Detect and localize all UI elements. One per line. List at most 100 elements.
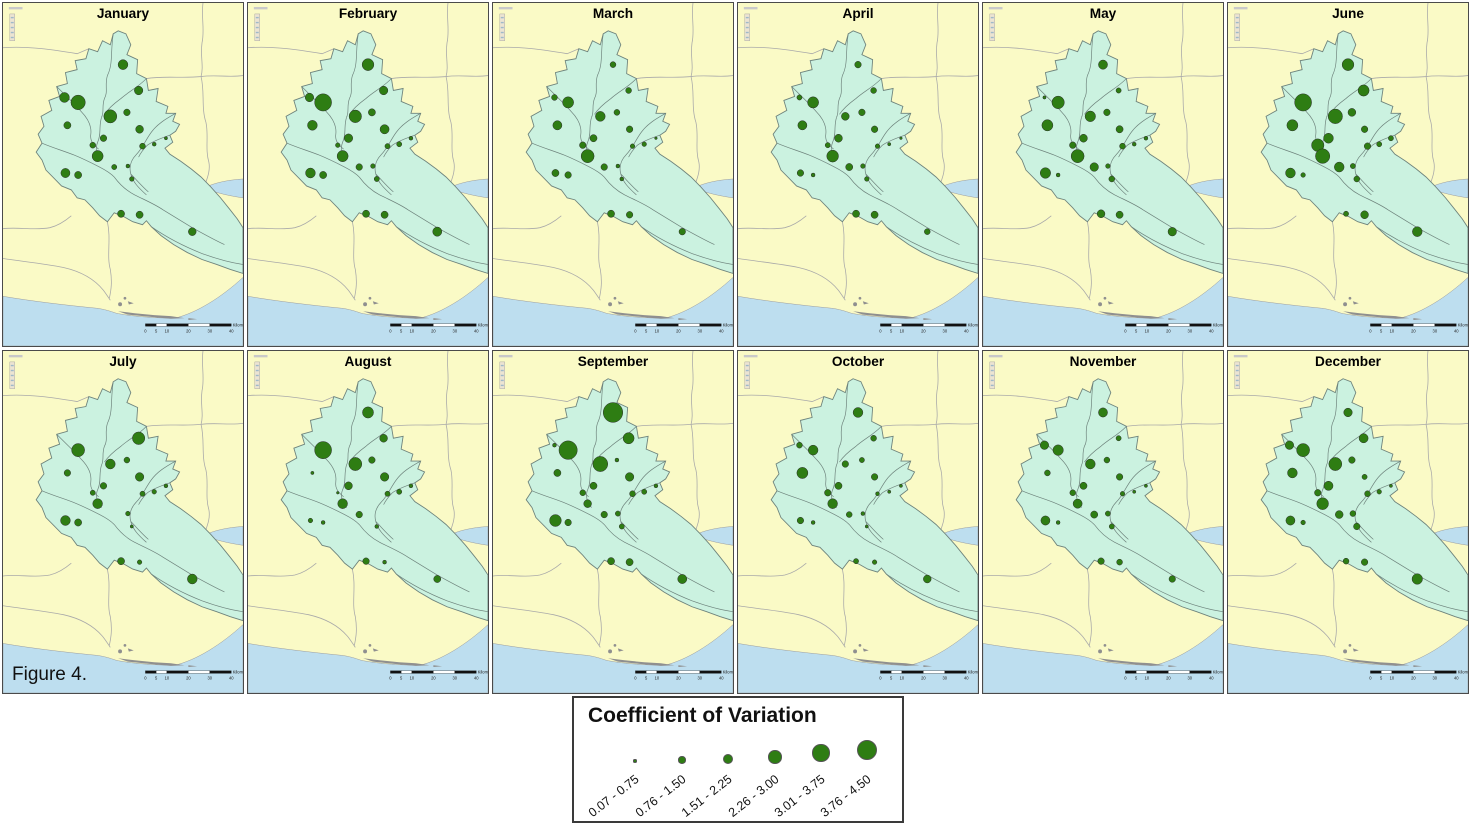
station-symbol	[558, 440, 578, 460]
legend-class-circle	[768, 750, 782, 764]
scalebar-tick: 40	[719, 329, 724, 334]
scalebar-tick: 5	[1380, 329, 1383, 334]
station-symbol	[1347, 108, 1357, 117]
station-symbol	[1116, 558, 1123, 566]
station-symbol	[123, 108, 131, 116]
station-symbol	[319, 171, 327, 179]
station-symbol	[626, 211, 634, 219]
station-symbol	[1116, 473, 1124, 481]
scalebar-tick: 5	[155, 329, 158, 334]
station-symbol	[1314, 489, 1322, 497]
station-symbol	[125, 510, 131, 517]
map-panel-april: 0 5 10 20 30 40Kilometers April	[737, 2, 979, 347]
station-symbol	[625, 472, 635, 482]
station-symbol	[89, 141, 96, 149]
station-symbol	[1361, 125, 1369, 133]
station-symbol	[1360, 210, 1369, 219]
scalebar-tick: 10	[165, 329, 170, 334]
station-symbol	[1042, 95, 1047, 100]
station-symbol	[60, 515, 71, 526]
station-symbol	[1376, 141, 1383, 148]
scalebar-unit: Kilometers	[1213, 670, 1223, 675]
station-symbol	[551, 169, 560, 177]
station-symbol	[314, 441, 332, 459]
legend-class-circle	[723, 754, 733, 764]
station-symbol	[641, 141, 647, 147]
station-symbol	[874, 143, 881, 149]
scalebar-tick: 10	[1145, 329, 1150, 334]
station-symbol	[841, 112, 850, 121]
scalebar-tick: 30	[453, 676, 458, 681]
station-symbol	[355, 163, 363, 171]
scalebar-tick: 20	[1411, 329, 1416, 334]
month-title: April	[842, 6, 873, 21]
station-symbol	[1098, 407, 1108, 418]
station-symbol	[808, 444, 819, 456]
scale-bar-labels: 0 5 10 20 30 40Kilometers	[1124, 323, 1223, 334]
station-symbol	[1343, 210, 1349, 217]
station-symbol	[1044, 469, 1051, 477]
station-symbol	[1096, 209, 1106, 218]
map-panel-may: 0 5 10 20 30 40Kilometers May	[982, 2, 1224, 347]
station-symbol	[589, 134, 598, 143]
station-symbol	[796, 467, 809, 479]
station-symbol	[384, 490, 391, 497]
station-symbol	[1040, 515, 1051, 526]
station-symbol	[368, 108, 376, 117]
scalebar-unit: Kilometers	[968, 323, 978, 328]
scalebar-tick: 40	[229, 329, 234, 334]
station-symbol	[609, 61, 617, 68]
station-symbol	[370, 163, 376, 169]
station-symbol	[796, 94, 803, 101]
station-symbol	[344, 481, 353, 491]
scalebar-tick: 0	[879, 676, 882, 681]
scalebar-tick: 10	[655, 329, 660, 334]
station-symbol	[796, 516, 804, 525]
station-symbol	[63, 469, 71, 477]
scalebar-tick: 30	[1188, 329, 1193, 334]
scalebar-tick: 40	[964, 676, 969, 681]
scale-bar-labels: 0 5 10 20 30 40Kilometers	[1369, 323, 1468, 334]
station-symbol	[553, 469, 562, 477]
station-symbol	[379, 85, 389, 96]
station-symbol	[1143, 135, 1149, 141]
scalebar-tick: 20	[921, 676, 926, 681]
scale-bar-labels: 0 5 10 20 30 40Kilometers	[634, 670, 733, 681]
station-symbol	[853, 558, 859, 565]
scalebar-tick: 40	[964, 329, 969, 334]
station-symbol	[1041, 119, 1054, 132]
station-symbol	[344, 133, 353, 143]
scalebar-tick: 10	[165, 676, 170, 681]
scale-bar-labels: 0 5 10 20 30 40Kilometers	[879, 323, 978, 334]
station-symbol	[129, 524, 134, 529]
scalebar-tick: 20	[1166, 676, 1171, 681]
station-symbol	[1363, 142, 1372, 150]
scalebar-tick: 20	[431, 676, 436, 681]
station-symbol	[1323, 132, 1334, 144]
station-symbol	[677, 574, 688, 584]
station-symbol	[1167, 227, 1177, 237]
station-symbol	[1364, 490, 1371, 497]
scalebar-tick: 40	[719, 676, 724, 681]
map-panel-july: 0 5 10 20 30 40Kilometers July	[2, 350, 244, 694]
scalebar-unit: Kilometers	[233, 670, 243, 675]
station-symbol	[622, 432, 635, 445]
scalebar-unit: Kilometers	[968, 670, 978, 675]
station-symbol	[552, 120, 563, 131]
station-symbols	[1284, 407, 1423, 585]
station-symbols	[59, 59, 197, 236]
scalebar-tick: 40	[474, 676, 479, 681]
scalebar-unit: Kilometers	[478, 670, 488, 675]
station-symbol	[379, 124, 390, 135]
station-symbol	[117, 59, 129, 70]
station-symbol	[1315, 148, 1331, 164]
station-symbols	[796, 61, 931, 235]
station-symbol	[1361, 474, 1368, 480]
station-symbol	[796, 169, 804, 177]
legend-box: Coefficient of Variation 0.07 - 0.75 0.76…	[572, 696, 904, 823]
station-symbol	[858, 108, 866, 116]
scalebar-tick: 10	[1390, 676, 1395, 681]
station-symbol	[99, 482, 108, 490]
scalebar-tick: 5	[400, 676, 403, 681]
station-symbol	[1055, 172, 1061, 178]
